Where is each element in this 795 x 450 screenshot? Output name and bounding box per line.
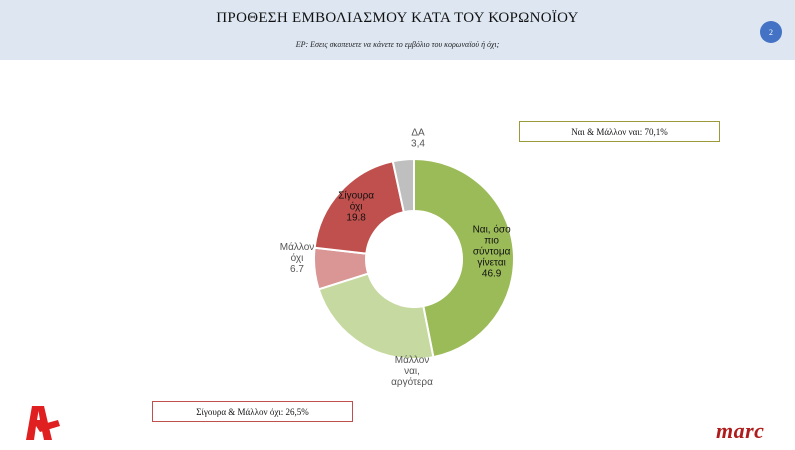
alpha-tv-logo-icon (26, 406, 60, 440)
marc-logo: marc (716, 418, 765, 443)
page-number-badge: 2 (760, 21, 782, 43)
no-total-callout: Σίγουρα & Μάλλον όχι: 26,5% (152, 401, 353, 422)
header-band: ΠΡΟΘΕΣΗ ΕΜΒΟΛΙΑΣΜΟΥ ΚΑΤΑ ΤΟΥ ΚΟΡΩΝΟΪΟΥ Ε… (0, 0, 795, 60)
donut-slice (317, 272, 435, 360)
slice-label: Μάλλον όχι 6.7 (280, 241, 315, 275)
donut-slice (391, 157, 415, 214)
question-subtitle: ΕΡ: Εσεις σκοπευετε να κάνετε το εμβόλιο… (295, 40, 500, 49)
yes-total-callout: Ναι & Μάλλον ναι: 70,1% (519, 121, 720, 142)
slice-label: Σίγουρα όχι 19.8 (338, 190, 374, 224)
slice-label: Μάλλον ναι, αργότερα (391, 354, 433, 388)
page-title: ΠΡΟΘΕΣΗ ΕΜΒΟΛΙΑΣΜΟΥ ΚΑΤΑ ΤΟΥ ΚΟΡΩΝΟΪΟΥ (216, 10, 579, 26)
slice-label: Ναι, όσο πιο σύντομα γίνεται 46.9 (473, 223, 512, 279)
slice-label: ΔΑ 3,4 (411, 128, 425, 150)
donut-slice (413, 157, 515, 359)
